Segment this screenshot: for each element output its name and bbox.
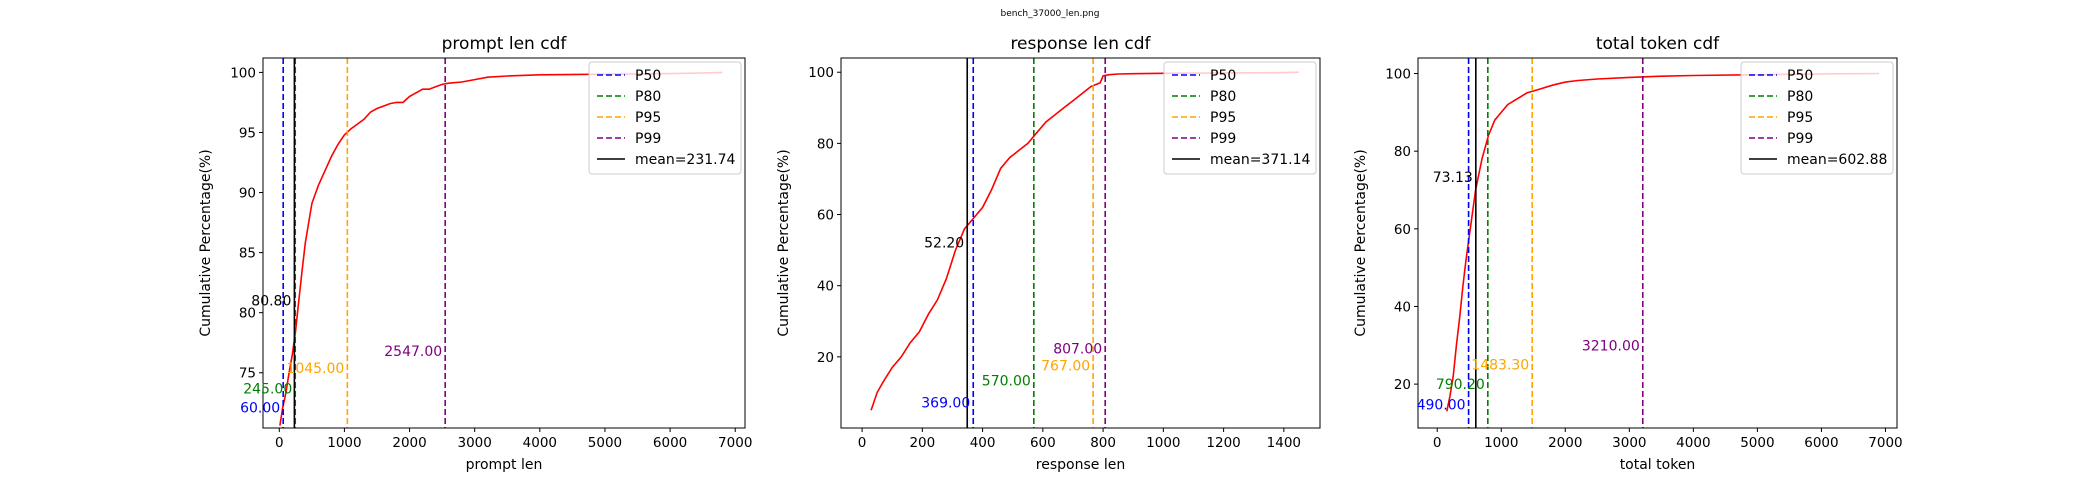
p95-annotation: 1483.30: [1471, 358, 1529, 374]
cdf-curve-line: [279, 71, 723, 426]
axes-frame: [1417, 57, 1898, 429]
legend-label: P50: [1210, 68, 1236, 84]
x-tick-label: 2000: [392, 435, 426, 451]
x-tick-label: 3000: [1612, 435, 1646, 451]
chart-title: response len cdf: [1010, 34, 1151, 54]
x-axis-label: prompt len: [466, 457, 543, 473]
y-tick-label: 85: [239, 246, 256, 262]
y-tick-label: 20: [817, 350, 834, 366]
legend-box: [1740, 61, 1894, 175]
chart-title: total token cdf: [1596, 34, 1720, 54]
x-tick-label: 200: [909, 435, 935, 451]
mean-annotation: 80.80: [251, 294, 291, 310]
p99-annotation: 2547.00: [384, 344, 442, 360]
x-tick-label: 6000: [1804, 435, 1838, 451]
legend-box: [588, 61, 742, 175]
x-tick-label: 1200: [1206, 435, 1240, 451]
legend-label: P99: [1787, 131, 1813, 147]
p80-annotation: 570.00: [982, 374, 1031, 390]
legend-label: P50: [1787, 68, 1813, 84]
y-tick-label: 75: [239, 366, 256, 382]
axes-frame: [840, 57, 1321, 429]
y-axis-label: Cumulative Percentage(%): [776, 149, 792, 336]
x-tick-label: 0: [858, 435, 867, 451]
p50-annotation: 490.00: [1417, 397, 1466, 413]
y-tick-label: 100: [1385, 67, 1411, 83]
x-tick-label: 1000: [327, 435, 361, 451]
legend-label: P99: [1210, 131, 1236, 147]
x-tick-label: 0: [1433, 435, 1442, 451]
axes-frame: [262, 57, 746, 429]
y-tick-label: 80: [1394, 144, 1411, 160]
x-tick-label: 0: [275, 435, 284, 451]
y-axis-label: Cumulative Percentage(%): [198, 149, 214, 336]
legend-label: mean=602.88: [1787, 152, 1887, 168]
legend-label: P95: [1210, 110, 1236, 126]
p80-annotation: 245.00: [243, 381, 292, 397]
p95-annotation: 767.00: [1041, 359, 1090, 375]
x-tick-label: 7000: [718, 435, 752, 451]
x-tick-label: 5000: [1740, 435, 1774, 451]
legend-label: P80: [635, 89, 661, 105]
plot-area: [1446, 58, 1880, 428]
legend-label: P95: [635, 110, 661, 126]
chart-panel-response-len: response len cdf response len Cumulative…: [776, 34, 1321, 473]
y-axis-label: Cumulative Percentage(%): [1353, 149, 1369, 336]
chart-title: prompt len cdf: [442, 34, 568, 54]
x-tick-label: 5000: [588, 435, 622, 451]
p99-annotation: 807.00: [1053, 341, 1102, 357]
figure-suptitle: bench_37000_len.png: [1001, 9, 1100, 19]
legend-label: mean=371.14: [1210, 152, 1311, 168]
y-tick-label: 90: [239, 186, 256, 202]
y-tick-label: 80: [817, 136, 834, 152]
y-tick-label: 100: [808, 65, 834, 81]
legend-label: P80: [1787, 89, 1813, 105]
p80-annotation: 790.20: [1436, 377, 1485, 393]
legend-label: P80: [1210, 89, 1236, 105]
p50-annotation: 60.00: [240, 401, 280, 417]
legend: P50 P80 P95 P99 mean=602.88: [1740, 61, 1894, 175]
chart-panel-prompt-len: prompt len cdf prompt len Cumulative Per…: [198, 34, 752, 473]
mean-annotation: 52.20: [924, 235, 964, 251]
y-tick-label: 100: [230, 65, 256, 81]
plot-area: [870, 58, 1299, 428]
x-tick-label: 600: [1030, 435, 1056, 451]
x-tick-label: 3000: [458, 435, 492, 451]
legend-box: [1163, 61, 1317, 175]
x-tick-label: 7000: [1868, 435, 1902, 451]
legend: P50 P80 P95 P99 mean=231.74: [588, 61, 742, 175]
legend-label: mean=231.74: [635, 152, 736, 168]
x-tick-label: 4000: [523, 435, 557, 451]
legend-label: P95: [1787, 110, 1813, 126]
p95-annotation: 1045.00: [286, 361, 344, 377]
y-tick-label: 95: [239, 125, 256, 141]
x-tick-label: 400: [970, 435, 996, 451]
legend-label: P50: [635, 68, 661, 84]
x-tick-label: 1000: [1484, 435, 1518, 451]
x-tick-label: 6000: [653, 435, 687, 451]
cdf-curve-line: [870, 71, 1299, 411]
legend-label: P99: [635, 131, 661, 147]
legend: P50 P80 P95 P99 mean=371.14: [1163, 61, 1317, 175]
y-tick-label: 20: [1394, 377, 1411, 393]
y-tick-label: 80: [239, 306, 256, 322]
x-tick-label: 1000: [1146, 435, 1180, 451]
x-tick-label: 1400: [1267, 435, 1301, 451]
y-tick-label: 60: [1394, 222, 1411, 238]
p50-annotation: 369.00: [921, 396, 970, 412]
x-tick-label: 4000: [1676, 435, 1710, 451]
chart-panel-total-token: total token cdf total token Cumulative P…: [1353, 34, 1903, 473]
x-axis-label: total token: [1620, 457, 1696, 473]
x-tick-label: 800: [1090, 435, 1116, 451]
y-tick-label: 40: [817, 279, 834, 295]
x-axis-label: response len: [1036, 457, 1125, 473]
y-tick-label: 40: [1394, 299, 1411, 315]
x-tick-label: 2000: [1548, 435, 1582, 451]
y-tick-label: 60: [817, 208, 834, 224]
mean-annotation: 73.13: [1433, 170, 1473, 186]
cdf-curve-line: [1446, 72, 1880, 412]
p99-annotation: 3210.00: [1582, 338, 1640, 354]
plot-area: [279, 58, 723, 428]
